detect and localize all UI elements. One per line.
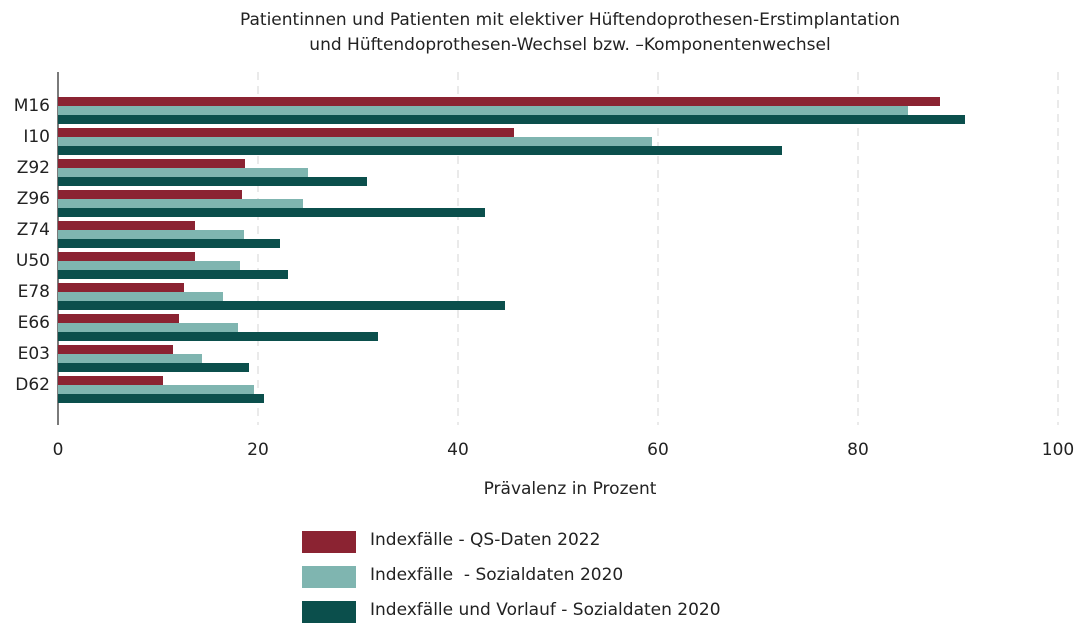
y-tick-label: M16 [14, 96, 50, 116]
y-tick-label: E66 [18, 313, 50, 333]
bar [58, 221, 195, 230]
bar [58, 314, 179, 323]
bar [58, 323, 238, 332]
bar [58, 261, 240, 270]
bar [58, 354, 202, 363]
bar [58, 385, 254, 394]
x-tick-label: 80 [847, 440, 869, 460]
y-tick-label: E03 [18, 344, 50, 364]
chart-title: Patientinnen und Patienten mit elektiver… [240, 10, 900, 30]
bar [58, 199, 303, 208]
bar [58, 363, 249, 372]
bar [58, 137, 652, 146]
x-tick-label: 20 [247, 440, 269, 460]
bar [58, 292, 223, 301]
bar [58, 394, 264, 403]
x-tick-label: 40 [447, 440, 469, 460]
legend-swatch [302, 601, 356, 623]
bar [58, 345, 173, 354]
y-tick-label: Z74 [17, 220, 50, 240]
bar [58, 106, 908, 115]
bar [58, 168, 308, 177]
bar [58, 177, 367, 186]
bar [58, 97, 940, 106]
bar [58, 146, 782, 155]
y-tick-label: E78 [18, 282, 50, 302]
x-tick-label: 0 [53, 440, 64, 460]
x-axis-label: Prävalenz in Prozent [484, 479, 657, 499]
y-tick-label: Z96 [17, 189, 50, 209]
legend-label: Indexfälle und Vorlauf - Sozialdaten 202… [370, 600, 721, 620]
bar [58, 128, 514, 137]
legend-swatch [302, 531, 356, 553]
y-tick-label: Z92 [17, 158, 50, 178]
bar [58, 230, 244, 239]
bar [58, 190, 242, 199]
chart-title: und Hüftendoprothesen-Wechsel bzw. –Komp… [309, 35, 830, 55]
x-tick-label: 100 [1042, 440, 1074, 460]
bar [58, 239, 280, 248]
legend-swatch [302, 566, 356, 588]
bar [58, 270, 288, 279]
y-tick-label: I10 [23, 127, 50, 147]
bar [58, 208, 485, 217]
bar [58, 332, 378, 341]
bar [58, 115, 965, 124]
legend-label: Indexfälle - QS-Daten 2022 [370, 530, 600, 550]
bar [58, 283, 184, 292]
legend-label: Indexfälle - Sozialdaten 2020 [370, 565, 623, 585]
bar [58, 252, 195, 261]
bar [58, 301, 505, 310]
y-tick-label: D62 [15, 375, 50, 395]
x-tick-label: 60 [647, 440, 669, 460]
bar [58, 376, 163, 385]
y-tick-label: U50 [16, 251, 50, 271]
bar [58, 159, 245, 168]
